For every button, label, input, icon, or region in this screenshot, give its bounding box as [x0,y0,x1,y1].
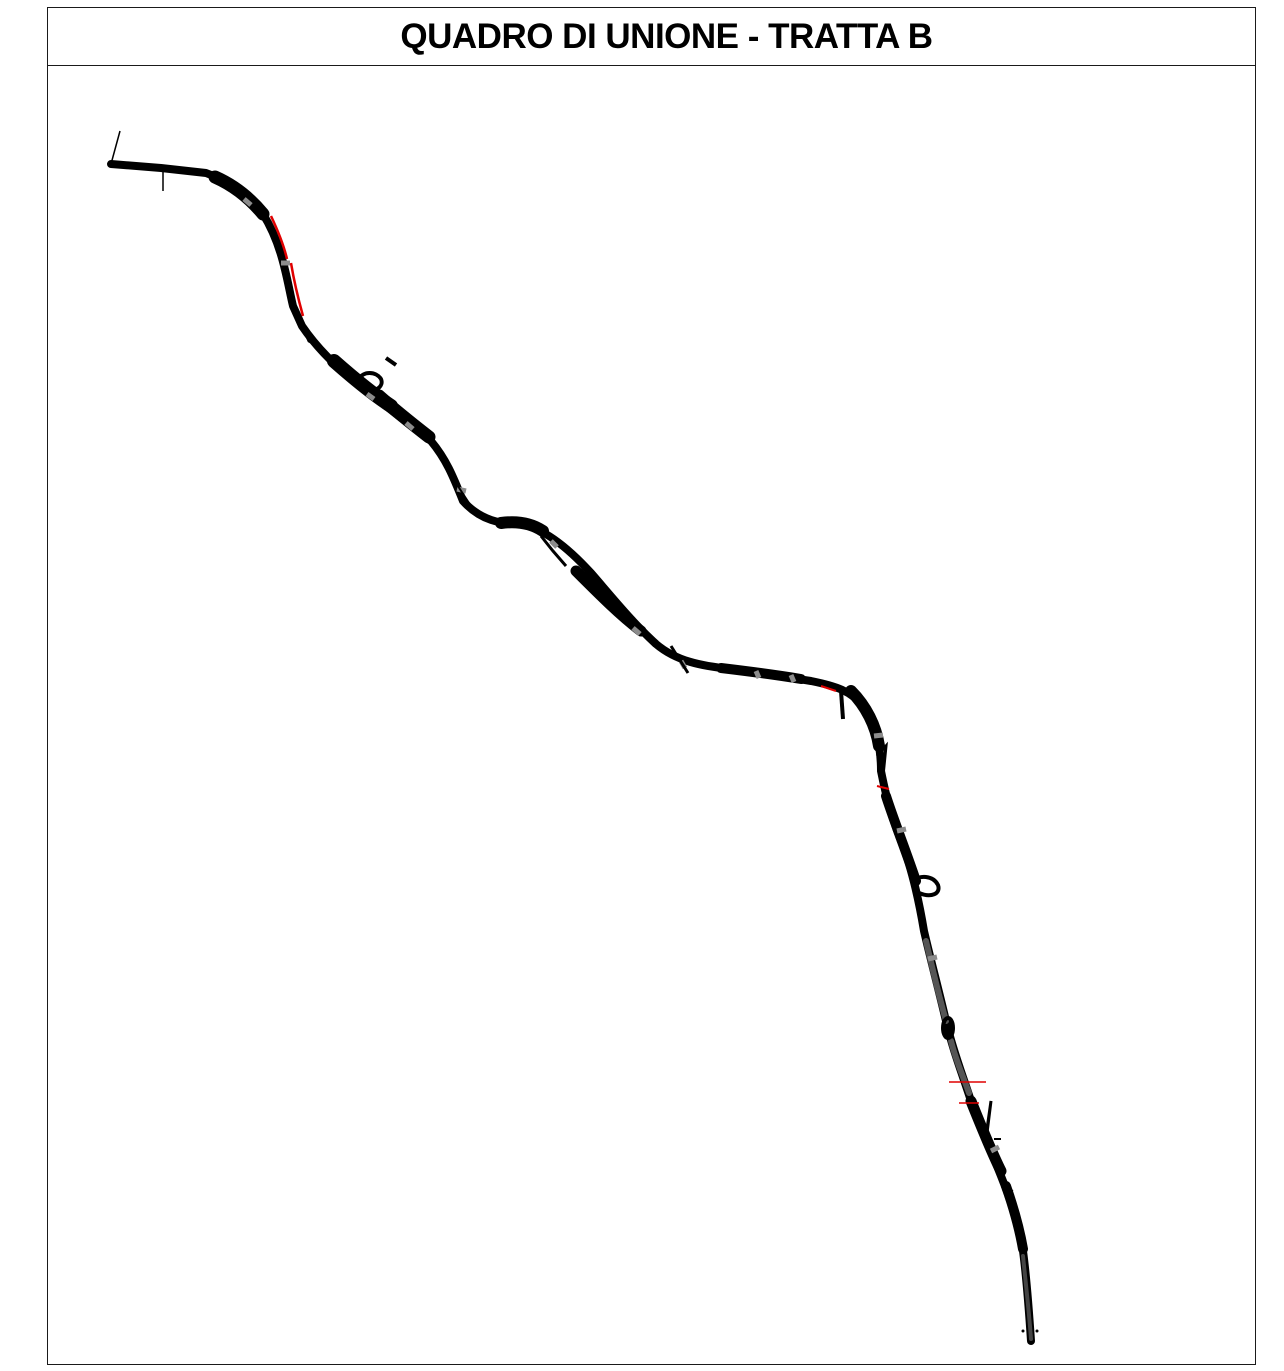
route-grey-section-2 [948,1038,972,1096]
route-thick-section-6 [716,663,806,684]
cross-structure-1 [669,645,690,674]
detached-structure [384,356,398,367]
route-grey-section-3 [1021,1254,1033,1341]
route-thick-section-8 [881,791,921,886]
route-red-segment-2 [289,262,305,317]
route-thick-section-3 [372,389,436,444]
route-thick-section-1 [208,170,270,221]
side-stub-2 [1006,1188,1014,1192]
route-corridor [107,160,1035,1345]
junction-loop-2 [911,874,941,898]
side-branch-6 [974,1100,993,1142]
sheet-frame: QUADRO DI UNIONE - TRATTA B [47,7,1256,1365]
route-red-segment-3 [820,685,837,692]
junction-oval [941,1016,955,1040]
junction-loop-1 [357,371,384,393]
side-branch-4 [580,568,622,614]
route-red-segment-4 [876,785,890,790]
route-grey-section-1 [923,938,949,1024]
map-area [48,66,1255,1364]
joint-ticks [242,197,1001,1154]
sheet-title: QUADRO DI UNIONE - TRATTA B [400,16,933,56]
side-branch-2 [440,455,480,517]
title-bar: QUADRO DI UNIONE - TRATTA B [48,8,1255,66]
route-thick-section-4 [495,516,549,537]
side-branch-5 [875,741,888,777]
route-thick-section-7 [845,685,885,752]
route-thick-section-10 [1001,1181,1028,1254]
start-spur [110,130,121,165]
cross-structure-2 [839,690,845,720]
end-marker-2 [1035,1329,1039,1333]
end-marker-1 [1021,1329,1025,1333]
route-red-segment-1 [269,215,289,260]
route-thick-section-5 [570,565,647,637]
side-branch-3 [539,535,568,567]
side-branch-1 [300,325,314,345]
